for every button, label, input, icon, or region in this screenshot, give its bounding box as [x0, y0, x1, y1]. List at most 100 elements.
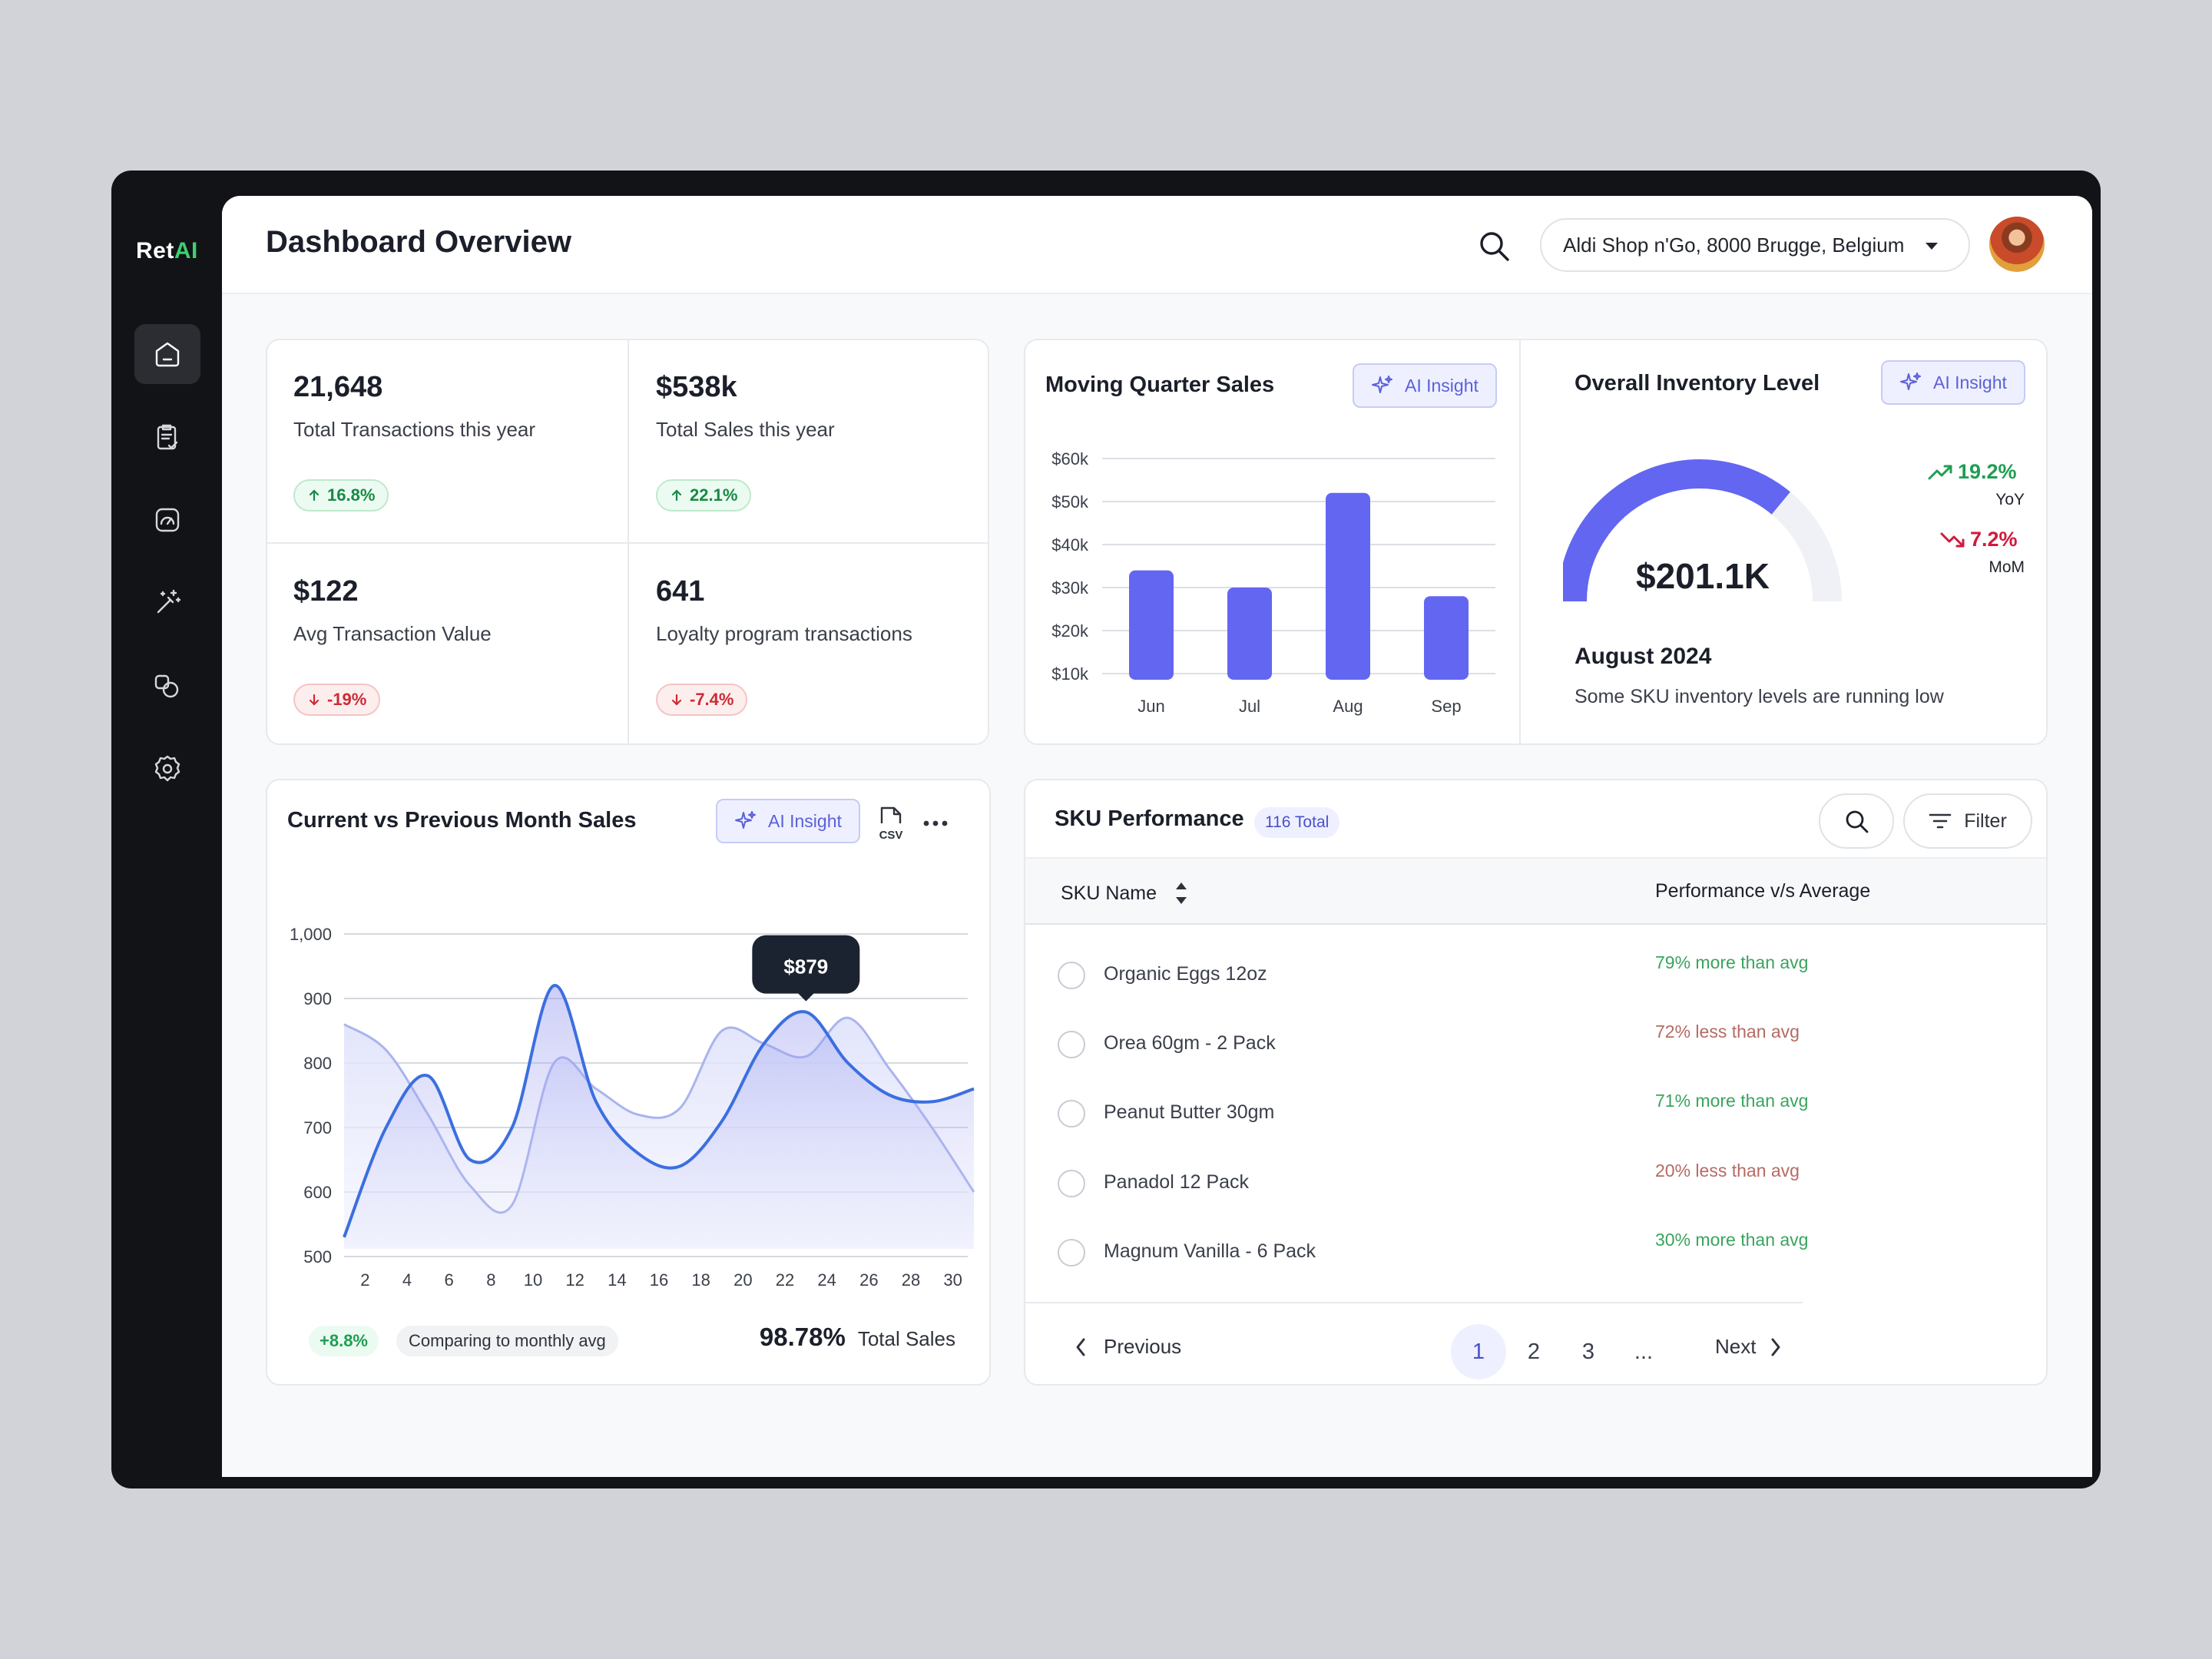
sku-performance: 30% more than avg	[1655, 1230, 1809, 1250]
bar	[1326, 492, 1370, 680]
main-content: Dashboard Overview Aldi Shop n'Go, 8000 …	[222, 196, 2092, 1477]
x-tick-label: Jul	[1239, 697, 1260, 716]
x-tick-label: 26	[859, 1270, 878, 1290]
row-checkbox[interactable]	[1058, 1100, 1085, 1128]
table-row: Peanut Butter 30gm 71% more than avg	[1025, 1077, 2046, 1146]
kpi-label: Avg Transaction Value	[293, 622, 492, 645]
ai-insight-button[interactable]: AI Insight	[1353, 363, 1497, 408]
sku-performance-card: SKU Performance 116 Total Filter SKU Nam…	[1024, 779, 2048, 1386]
search-icon[interactable]	[1476, 228, 1512, 263]
column-header-sku-name[interactable]: SKU Name	[1061, 880, 1189, 906]
sku-name: Panadol 12 Pack	[1104, 1171, 1250, 1193]
divider	[1519, 340, 1521, 743]
brand-logo[interactable]: RetAI	[136, 238, 198, 263]
yoy-trend: 19.2%	[1927, 460, 2017, 484]
y-tick-label: $20k	[1051, 621, 1089, 641]
y-tick-label: $60k	[1051, 449, 1089, 469]
x-tick-label: 18	[691, 1270, 710, 1290]
x-tick-label: 4	[402, 1270, 412, 1290]
shapes-icon	[154, 674, 179, 698]
sidebar-item-ai-tools[interactable]	[134, 573, 200, 633]
sku-name: Peanut Butter 30gm	[1104, 1101, 1275, 1123]
previous-page-button[interactable]: Previous	[1073, 1335, 1181, 1359]
table-row: Orea 60gm - 2 Pack 72% less than avg	[1025, 1008, 2046, 1077]
avatar[interactable]	[1989, 217, 2045, 272]
sku-performance: 72% less than avg	[1655, 1022, 1800, 1041]
x-tick-label: 30	[943, 1270, 962, 1290]
row-checkbox[interactable]	[1058, 1170, 1085, 1197]
sku-count-badge: 116 Total	[1254, 807, 1340, 838]
sparkle-icon	[1372, 376, 1392, 393]
sku-performance: 20% less than avg	[1655, 1161, 1800, 1181]
ai-insight-button[interactable]: AI Insight	[716, 799, 860, 843]
next-page-button[interactable]: Next	[1715, 1335, 1783, 1359]
store-selector-value: Aldi Shop n'Go, 8000 Brugge, Belgium	[1563, 233, 1905, 257]
ai-insight-button[interactable]: AI Insight	[1881, 360, 2025, 405]
more-options-icon[interactable]	[920, 810, 951, 837]
kpi-label: Loyalty program transactions	[656, 622, 912, 645]
y-tick-label: 700	[303, 1118, 332, 1137]
x-tick-label: 14	[608, 1270, 626, 1290]
tooltip-value: $879	[783, 955, 828, 979]
change-badge: +8.8%	[309, 1326, 379, 1356]
x-tick-label: 22	[776, 1270, 794, 1290]
inventory-period: August 2024	[1575, 644, 1712, 669]
search-icon	[1846, 810, 1869, 833]
magic-wand-icon	[157, 589, 181, 614]
sku-performance: 79% more than avg	[1655, 952, 1809, 972]
page-2-button[interactable]: 2	[1527, 1339, 1541, 1364]
inventory-note: Some SKU inventory levels are running lo…	[1575, 686, 1944, 707]
gear-icon	[154, 755, 180, 782]
bar	[1227, 588, 1272, 680]
row-checkbox[interactable]	[1058, 1239, 1085, 1267]
change-badge: 16.8%	[293, 479, 389, 512]
kpi-value: 641	[656, 575, 705, 608]
page-1-button[interactable]: 1	[1451, 1324, 1506, 1379]
y-tick-label: $40k	[1051, 535, 1089, 555]
row-checkbox[interactable]	[1058, 962, 1085, 989]
sku-name: Magnum Vanilla - 6 Pack	[1104, 1240, 1316, 1262]
y-tick-label: $50k	[1051, 492, 1089, 512]
inventory-gauge	[1563, 459, 1842, 602]
divider	[267, 542, 988, 544]
sidebar-item-home[interactable]	[134, 324, 200, 384]
store-selector[interactable]: Aldi Shop n'Go, 8000 Brugge, Belgium	[1540, 218, 1970, 272]
x-tick-label: 8	[486, 1270, 495, 1290]
x-tick-label: Sep	[1431, 697, 1461, 716]
row-checkbox[interactable]	[1058, 1031, 1085, 1058]
bar	[1424, 596, 1469, 680]
table-row: Panadol 12 Pack 20% less than avg	[1025, 1147, 2046, 1216]
sku-search-button[interactable]	[1819, 793, 1894, 849]
page-3-button[interactable]: 3	[1581, 1339, 1595, 1364]
monthly-sales-card: Current vs Previous Month Sales AI Insig…	[266, 779, 991, 1386]
quarter-sales-title: Moving Quarter Sales	[1045, 373, 1275, 397]
inventory-value: $201.1K	[1636, 556, 1770, 596]
series-line	[343, 984, 975, 1238]
y-tick-label: 600	[303, 1183, 332, 1202]
x-tick-label: Aug	[1333, 697, 1363, 716]
sidebar-item-reports[interactable]	[134, 408, 200, 468]
y-tick-label: 1,000	[290, 925, 332, 944]
sidebar-item-settings[interactable]	[134, 739, 200, 799]
x-tick-label: 16	[650, 1270, 668, 1290]
column-header-performance: Performance v/s Average	[1655, 880, 1871, 902]
sidebar-item-analytics[interactable]	[134, 490, 200, 550]
divider	[1025, 1302, 1803, 1303]
table-header: SKU Name Performance v/s Average	[1025, 857, 2046, 925]
sidebar-item-products[interactable]	[134, 656, 200, 716]
csv-download-icon[interactable]: CSV	[876, 803, 906, 843]
chevron-left-icon	[1076, 1338, 1085, 1356]
y-tick-label: $10k	[1051, 664, 1089, 684]
filter-icon	[1929, 813, 1952, 829]
change-badge: -19%	[293, 684, 381, 716]
trend-down-icon	[1940, 532, 1965, 547]
kpi-value: $538k	[656, 371, 737, 403]
arrow-down-icon	[671, 694, 682, 706]
table-row: Organic Eggs 12oz 79% more than avg	[1025, 939, 2046, 1008]
mom-label: MoM	[1988, 558, 2025, 576]
divider	[628, 340, 629, 743]
kpi-label: Total Sales this year	[656, 418, 835, 441]
filter-button[interactable]: Filter	[1903, 793, 2032, 849]
svg-text:CSV: CSV	[879, 829, 903, 842]
